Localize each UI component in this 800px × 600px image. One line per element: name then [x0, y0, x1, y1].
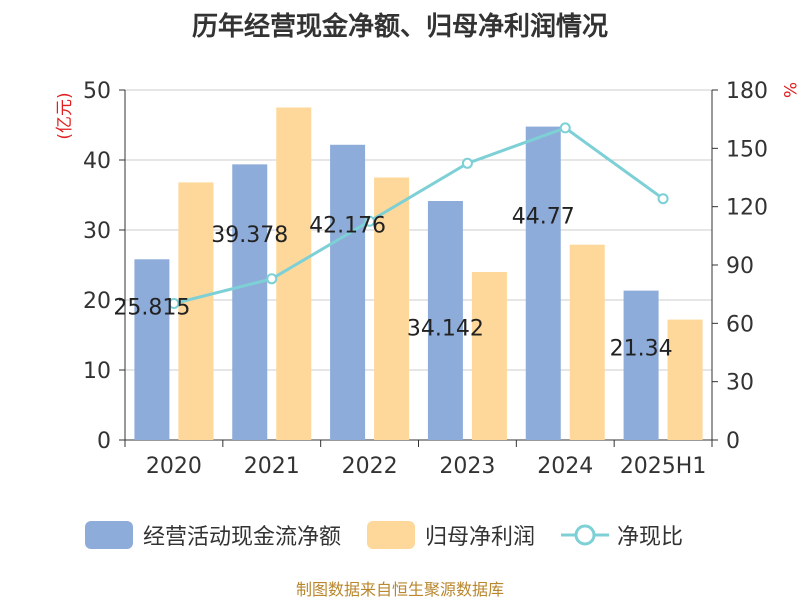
data-label-operating-cash: 34.142 [407, 317, 484, 342]
x-axis-tick-label: 2025H1 [620, 454, 707, 479]
legend-swatch-ratio [561, 524, 610, 546]
legend-item-operating-cash[interactable]: 经营活动现金流净额 [85, 519, 341, 551]
source-note: 制图数据来自恒生聚源数据库 [295, 580, 504, 599]
chart-legend: 经营活动现金流净额 归母净利润 净现比 [85, 518, 709, 552]
left-axis-tick-label: 40 [83, 149, 111, 174]
x-axis-tick-label: 2023 [439, 454, 495, 479]
line-ratio-point [461, 157, 473, 169]
left-axis-tick-label: 20 [83, 289, 111, 314]
legend-item-ratio[interactable]: 净现比 [561, 519, 683, 551]
line-ratio-point [266, 273, 278, 285]
x-axis-tick-label: 2024 [537, 454, 593, 479]
left-axis-unit: (亿元) [55, 92, 75, 139]
x-axis-tick-label: 2021 [244, 454, 300, 479]
data-label-operating-cash: 21.34 [610, 336, 673, 361]
line-ratio-point [364, 215, 376, 227]
x-axis-tick-label: 2022 [342, 454, 398, 479]
right-axis-tick-label: 90 [726, 254, 754, 279]
bar-operating-cash [623, 290, 659, 440]
left-axis-tick-label: 30 [83, 219, 111, 244]
right-axis-unit: % [779, 82, 799, 98]
right-axis-tick-label: 0 [726, 429, 740, 454]
chart-title: 历年经营现金净额、归母净利润情况 [191, 12, 608, 42]
bar-net-profit [178, 182, 214, 440]
right-axis-tick-label: 30 [726, 371, 754, 396]
line-ratio-point [559, 122, 571, 134]
bar-net-profit [569, 244, 605, 440]
right-axis-tick-label: 180 [726, 79, 768, 104]
data-label-operating-cash: 39.378 [211, 223, 288, 248]
right-axis-tick-label: 120 [726, 196, 768, 221]
legend-item-net-profit[interactable]: 归母净利润 [367, 519, 535, 551]
legend-label-operating-cash: 经营活动现金流净额 [143, 525, 342, 550]
line-ratio-point [657, 193, 669, 205]
data-label-operating-cash: 44.77 [512, 204, 575, 229]
bar-operating-cash [427, 201, 463, 440]
right-axis-tick-label: 150 [726, 137, 768, 162]
line-ratio-point [168, 298, 180, 309]
bar-operating-cash [330, 144, 366, 440]
bar-net-profit [667, 319, 703, 440]
left-axis-tick-label: 10 [83, 359, 111, 384]
left-axis-tick-label: 0 [97, 429, 111, 454]
legend-swatch-net-profit [367, 521, 416, 549]
x-axis-tick-label: 2020 [146, 454, 202, 479]
legend-label-net-profit: 归母净利润 [425, 525, 536, 550]
data-label-operating-cash: 42.176 [309, 213, 386, 238]
bar-operating-cash [525, 126, 561, 441]
right-axis-tick-label: 60 [726, 312, 754, 337]
bar-net-profit [374, 177, 410, 440]
data-label-operating-cash: 25.815 [113, 296, 190, 321]
left-axis-tick-label: 50 [83, 79, 111, 104]
legend-label-ratio: 净现比 [617, 525, 684, 550]
bar-operating-cash [134, 259, 170, 440]
line-ratio [173, 126, 664, 305]
bar-net-profit [471, 272, 507, 440]
legend-swatch-operating-cash [85, 521, 133, 549]
bar-operating-cash [232, 164, 268, 440]
